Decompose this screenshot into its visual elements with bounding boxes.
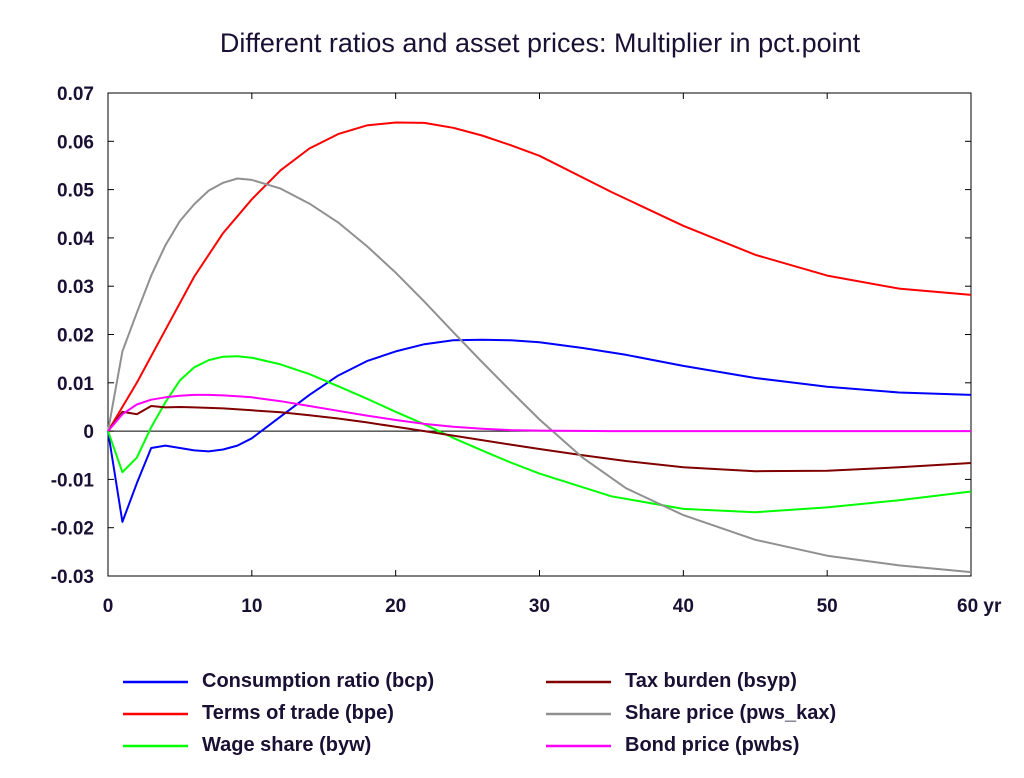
series-line-4 xyxy=(107,405,972,473)
series-line-6 xyxy=(107,393,971,433)
legend-label-3: Wage share (byw) xyxy=(202,734,371,756)
x-tick-label: 30 xyxy=(529,596,550,617)
y-tick-label: 0.06 xyxy=(57,132,94,153)
y-tick-label: 0.02 xyxy=(57,326,94,347)
y-tick-label: 0.07 xyxy=(57,84,94,105)
legend-label-6: Bond price (pwbs) xyxy=(625,734,799,756)
y-tick-label: 0.05 xyxy=(57,181,94,202)
x-tick-label: 0 xyxy=(103,596,114,617)
x-tick-label: 50 xyxy=(817,596,838,617)
legend-label-2: Terms of trade (bpe) xyxy=(202,702,394,724)
series-line-2 xyxy=(107,121,972,432)
x-tick-label: 20 xyxy=(385,596,406,617)
y-tick-label: 0 xyxy=(83,422,94,443)
y-tick-label: 0.03 xyxy=(57,277,94,298)
y-tick-label: -0.03 xyxy=(51,567,94,588)
y-tick-label: -0.02 xyxy=(51,519,94,540)
chart-title: Different ratios and asset prices: Multi… xyxy=(220,28,861,58)
x-tick-label: 10 xyxy=(241,596,262,617)
series-line-3 xyxy=(107,355,972,514)
x-tick-label: 60 yr xyxy=(957,596,1002,617)
series-line-5 xyxy=(107,177,972,574)
legend: Consumption ratio (bcp) Terms of trade (b… xyxy=(123,670,836,756)
plot-frame xyxy=(107,92,972,577)
plot-area: -0.03 -0.02 -0.01 0 0.01 0.02 0.03 0.04 0.05 0.06… xyxy=(51,84,1002,617)
legend-label-4: Tax burden (bsyp) xyxy=(625,670,797,692)
y-tick-label: -0.01 xyxy=(51,470,95,491)
legend-label-1: Consumption ratio (bcp) xyxy=(202,670,434,692)
series-line-1 xyxy=(107,338,972,523)
y-tick-label: 0.01 xyxy=(57,374,94,395)
x-tick-label: 40 xyxy=(673,596,694,617)
legend-label-5: Share price (pws_kax) xyxy=(625,702,836,724)
y-tick-label: 0.04 xyxy=(57,229,94,250)
